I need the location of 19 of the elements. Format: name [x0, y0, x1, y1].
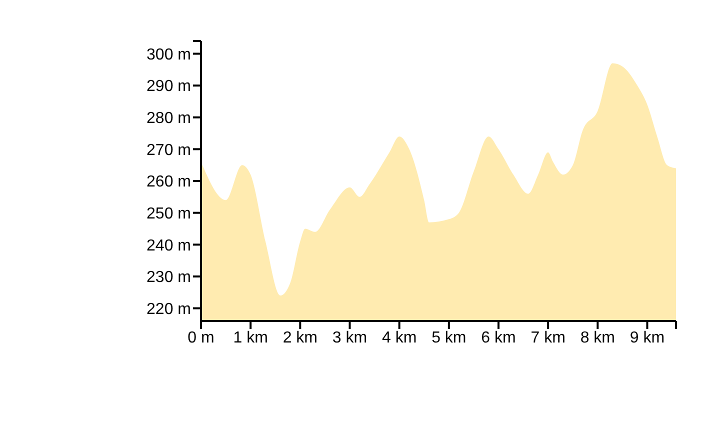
y-tick-label: 270 m — [146, 142, 191, 159]
x-tick-label: 3 km — [332, 329, 368, 346]
y-tick-label: 280 m — [146, 110, 191, 128]
y-tick-label: 230 m — [146, 269, 191, 286]
x-tick-label: 8 km — [580, 329, 615, 346]
x-tick-label: 6 km — [481, 329, 516, 346]
y-tick-label: 300 m — [146, 46, 191, 64]
y-tick-label: 260 m — [146, 174, 191, 191]
x-tick-label: 0 m — [188, 329, 214, 346]
x-tick-label: 4 km — [382, 329, 417, 346]
x-tick-label: 9 km — [630, 329, 665, 346]
y-tick-label: 220 m — [146, 300, 191, 318]
y-tick-label: 290 m — [146, 78, 191, 96]
x-tick-label: 7 km — [530, 329, 566, 346]
x-tick-label: 2 km — [282, 329, 318, 346]
y-tick-label: 240 m — [146, 237, 191, 254]
x-tick-label: 5 km — [432, 329, 466, 346]
y-tick-label: 250 m — [146, 206, 191, 222]
x-tick-label: 1 km — [233, 329, 268, 346]
